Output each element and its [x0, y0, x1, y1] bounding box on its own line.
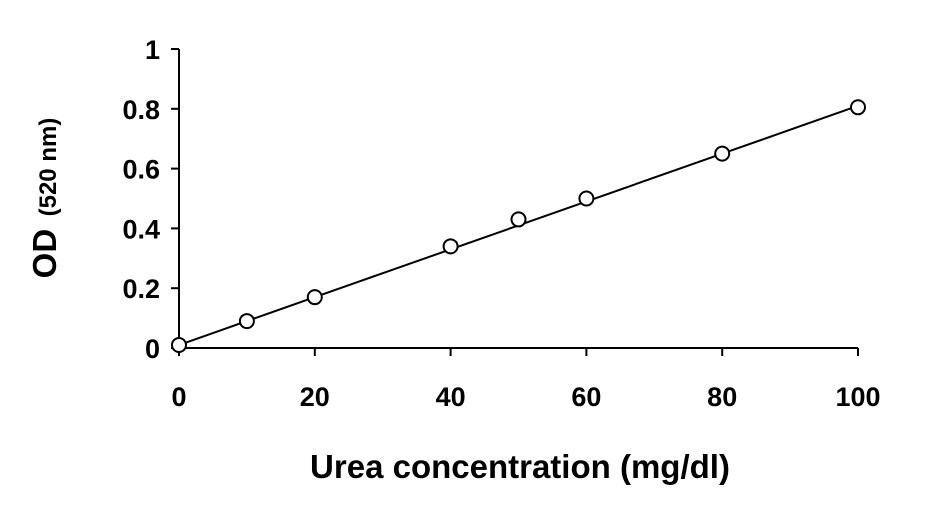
x-tick-label: 60: [571, 382, 601, 412]
y-axis-title-unit: (520 nm): [35, 118, 62, 217]
data-point: [306, 289, 323, 306]
y-tick-label: 0.6: [122, 155, 160, 185]
data-point: [238, 313, 255, 330]
x-tick-label: 80: [707, 382, 737, 412]
data-point: [171, 337, 187, 354]
data-points: [171, 99, 866, 354]
data-point: [714, 145, 731, 162]
y-tick-label: 0.4: [122, 214, 160, 244]
x-tick-label: 0: [171, 382, 186, 412]
y-tick-label: 0.2: [122, 274, 160, 304]
data-point: [442, 238, 459, 255]
y-tick-label: 1: [145, 35, 160, 65]
data-point: [510, 211, 527, 228]
y-axis-title-main: OD: [26, 229, 63, 279]
axes: 0 0.2 0.4 0.6 0.8 1 0 20 40 60 80 100: [122, 35, 880, 412]
y-tick-label: 0: [145, 334, 160, 364]
y-axis-ticks: 0 0.2 0.4 0.6 0.8 1: [122, 35, 179, 364]
x-tick-label: 20: [300, 382, 330, 412]
x-axis-ticks: 0 20 40 60 80 100: [171, 348, 881, 412]
y-axis-title: OD (520 nm): [26, 118, 63, 279]
data-point: [578, 190, 595, 207]
x-tick-label: 40: [436, 382, 466, 412]
data-point: [850, 99, 866, 116]
x-tick-label: 100: [835, 382, 880, 412]
x-axis-title: Urea concentration (mg/dl): [310, 448, 730, 485]
y-tick-label: 0.8: [122, 95, 160, 125]
